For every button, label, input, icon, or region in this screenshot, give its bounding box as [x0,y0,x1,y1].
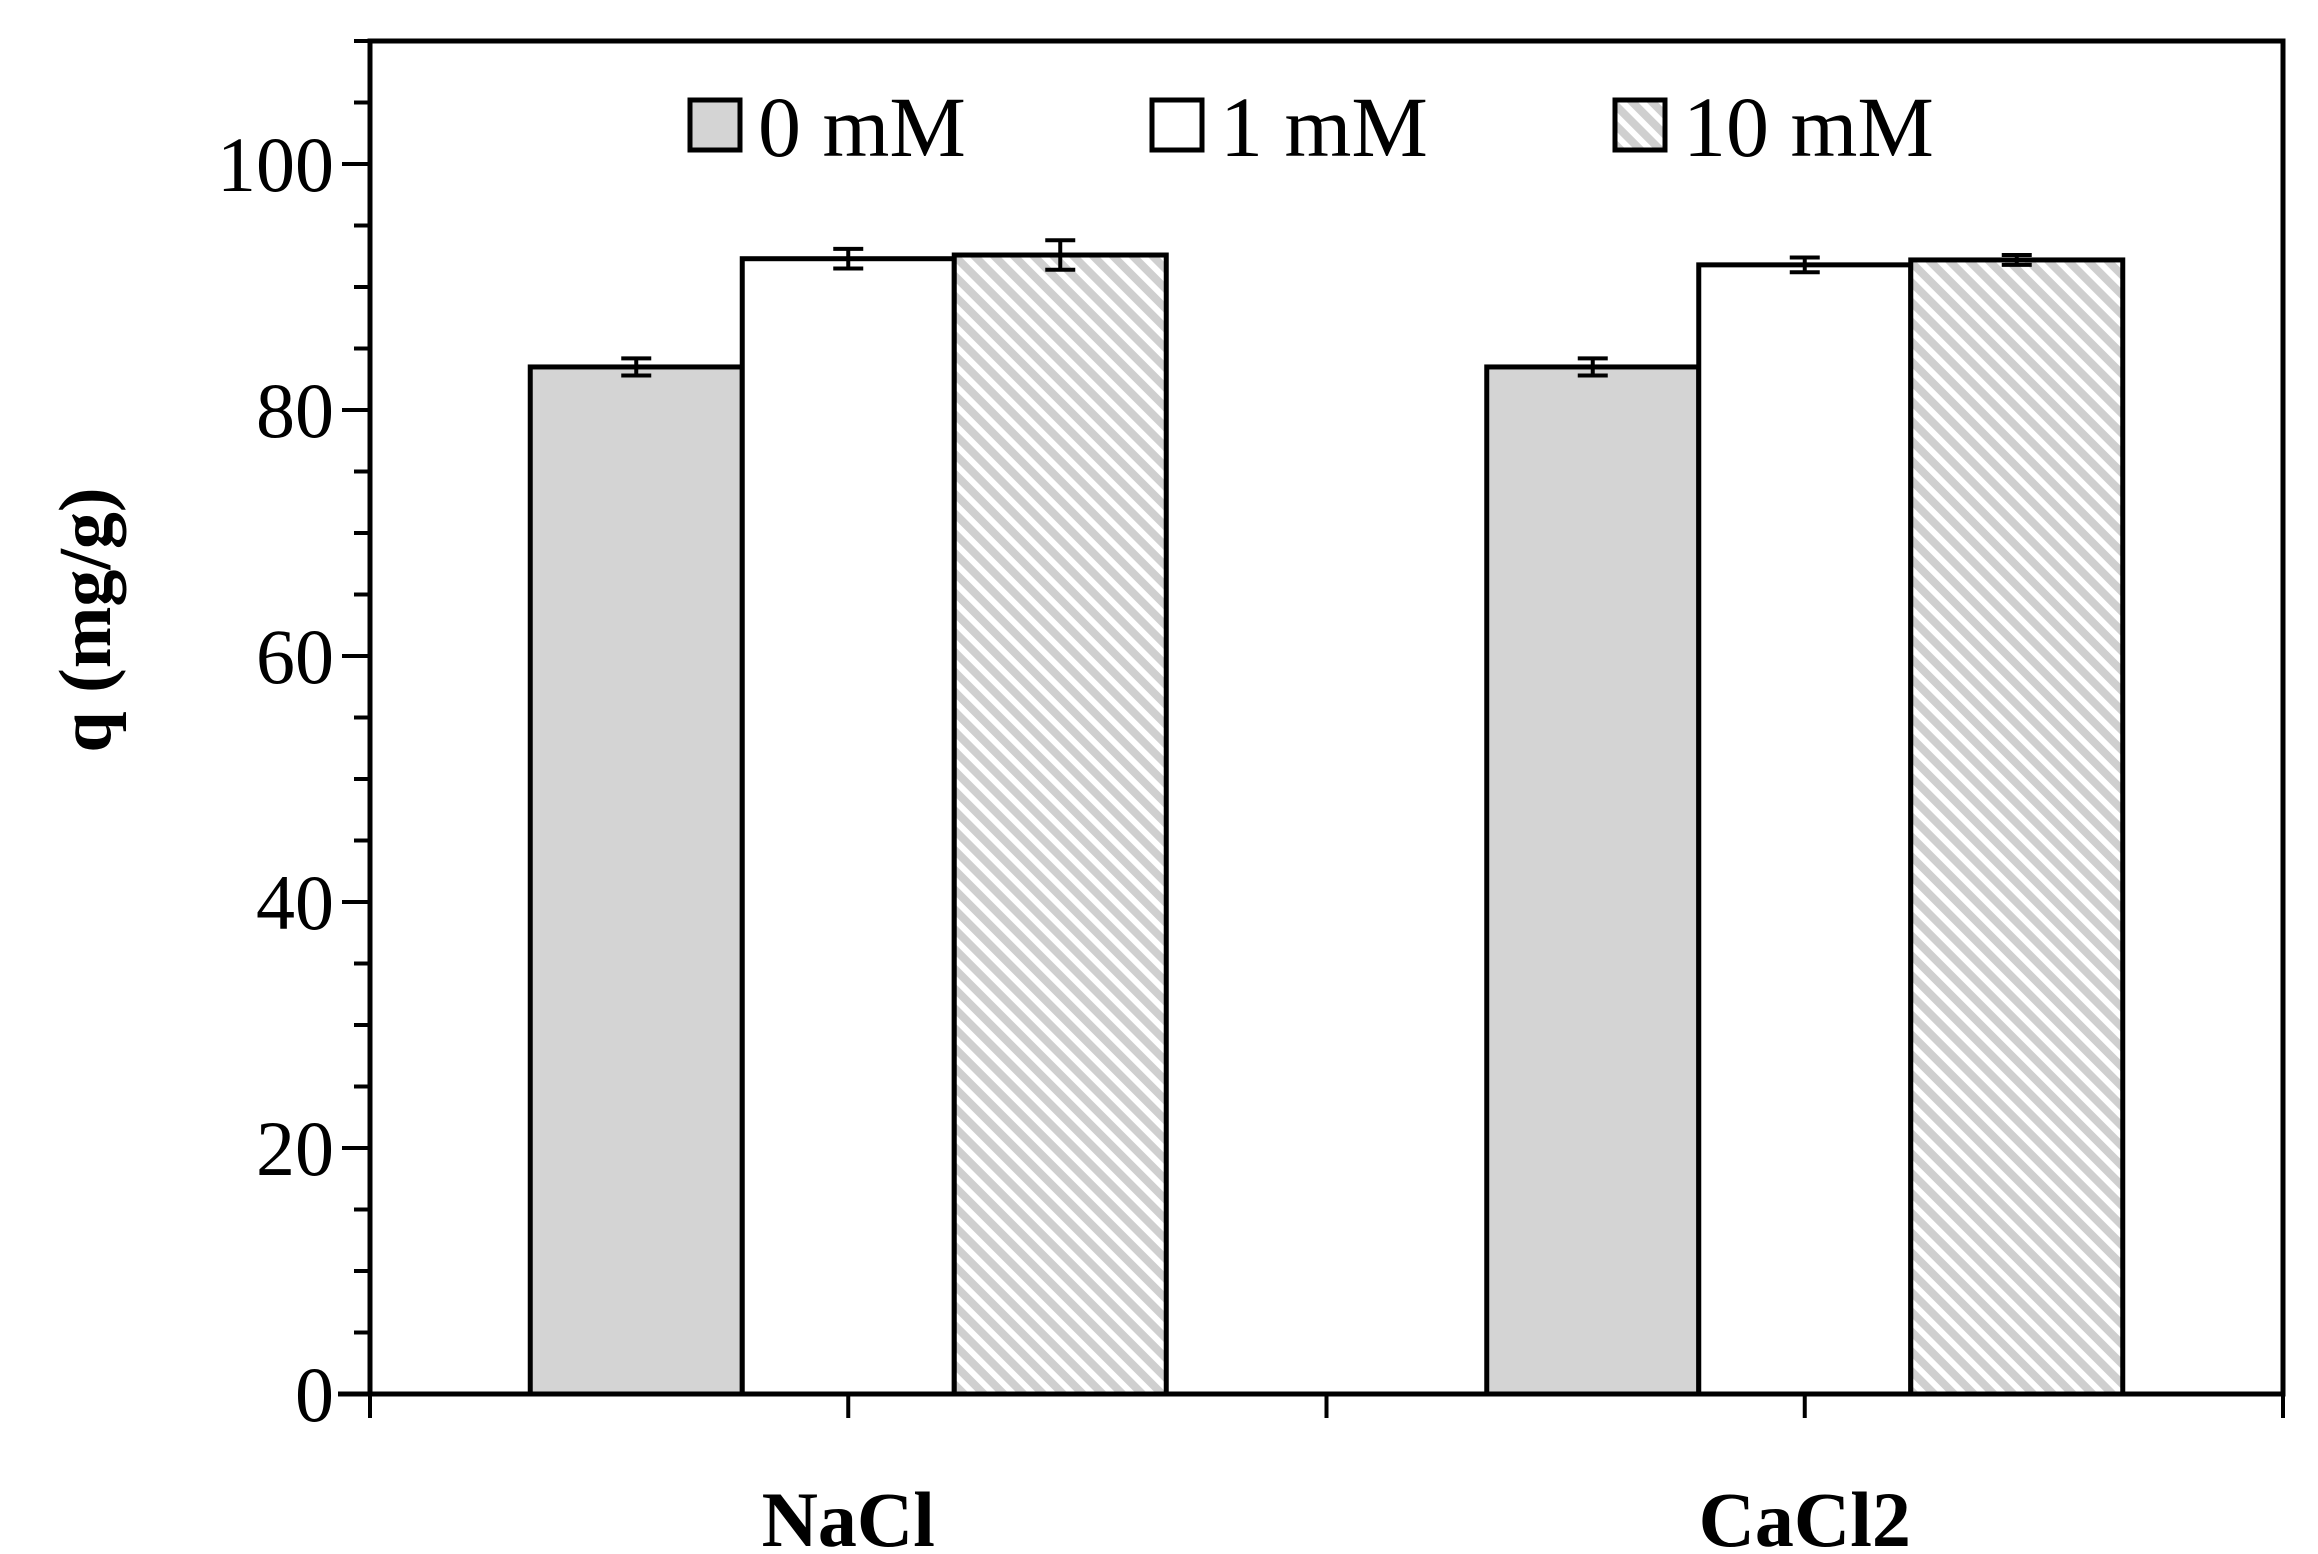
x-category-label: NaCl [762,1476,935,1554]
y-tick-label: 0 [295,1351,334,1438]
legend-label: 10 mM [1683,79,1934,175]
legend-swatch [687,97,743,153]
x-category-label: CaCl2 [1699,1476,1911,1554]
bar [1908,257,2126,1397]
y-tick-label: 40 [256,859,334,946]
bars-layer [527,252,2126,1397]
y-tick-label: 100 [217,121,334,208]
bar [951,252,1169,1397]
bar [1484,364,1702,1397]
legend-swatch [1149,97,1205,153]
y-tick-label: 80 [256,367,334,454]
y-tick-label: 20 [256,1105,334,1192]
legend-swatch [1612,97,1668,153]
y-axis: 0 20 40 60 80 100 [217,39,373,1438]
legend-label: 0 mM [758,79,966,175]
bar [739,256,957,1397]
legend: 0 mM 1 mM 10 mM [687,79,1934,175]
bar [527,364,745,1397]
bar [1696,262,1914,1397]
y-axis-title: q (mg/g) [45,487,127,752]
legend-label: 1 mM [1220,79,1428,175]
y-tick-label: 60 [256,613,334,700]
error-bars-layer [621,238,2032,378]
x-axis: NaCl CaCl2 [338,1391,2285,1554]
